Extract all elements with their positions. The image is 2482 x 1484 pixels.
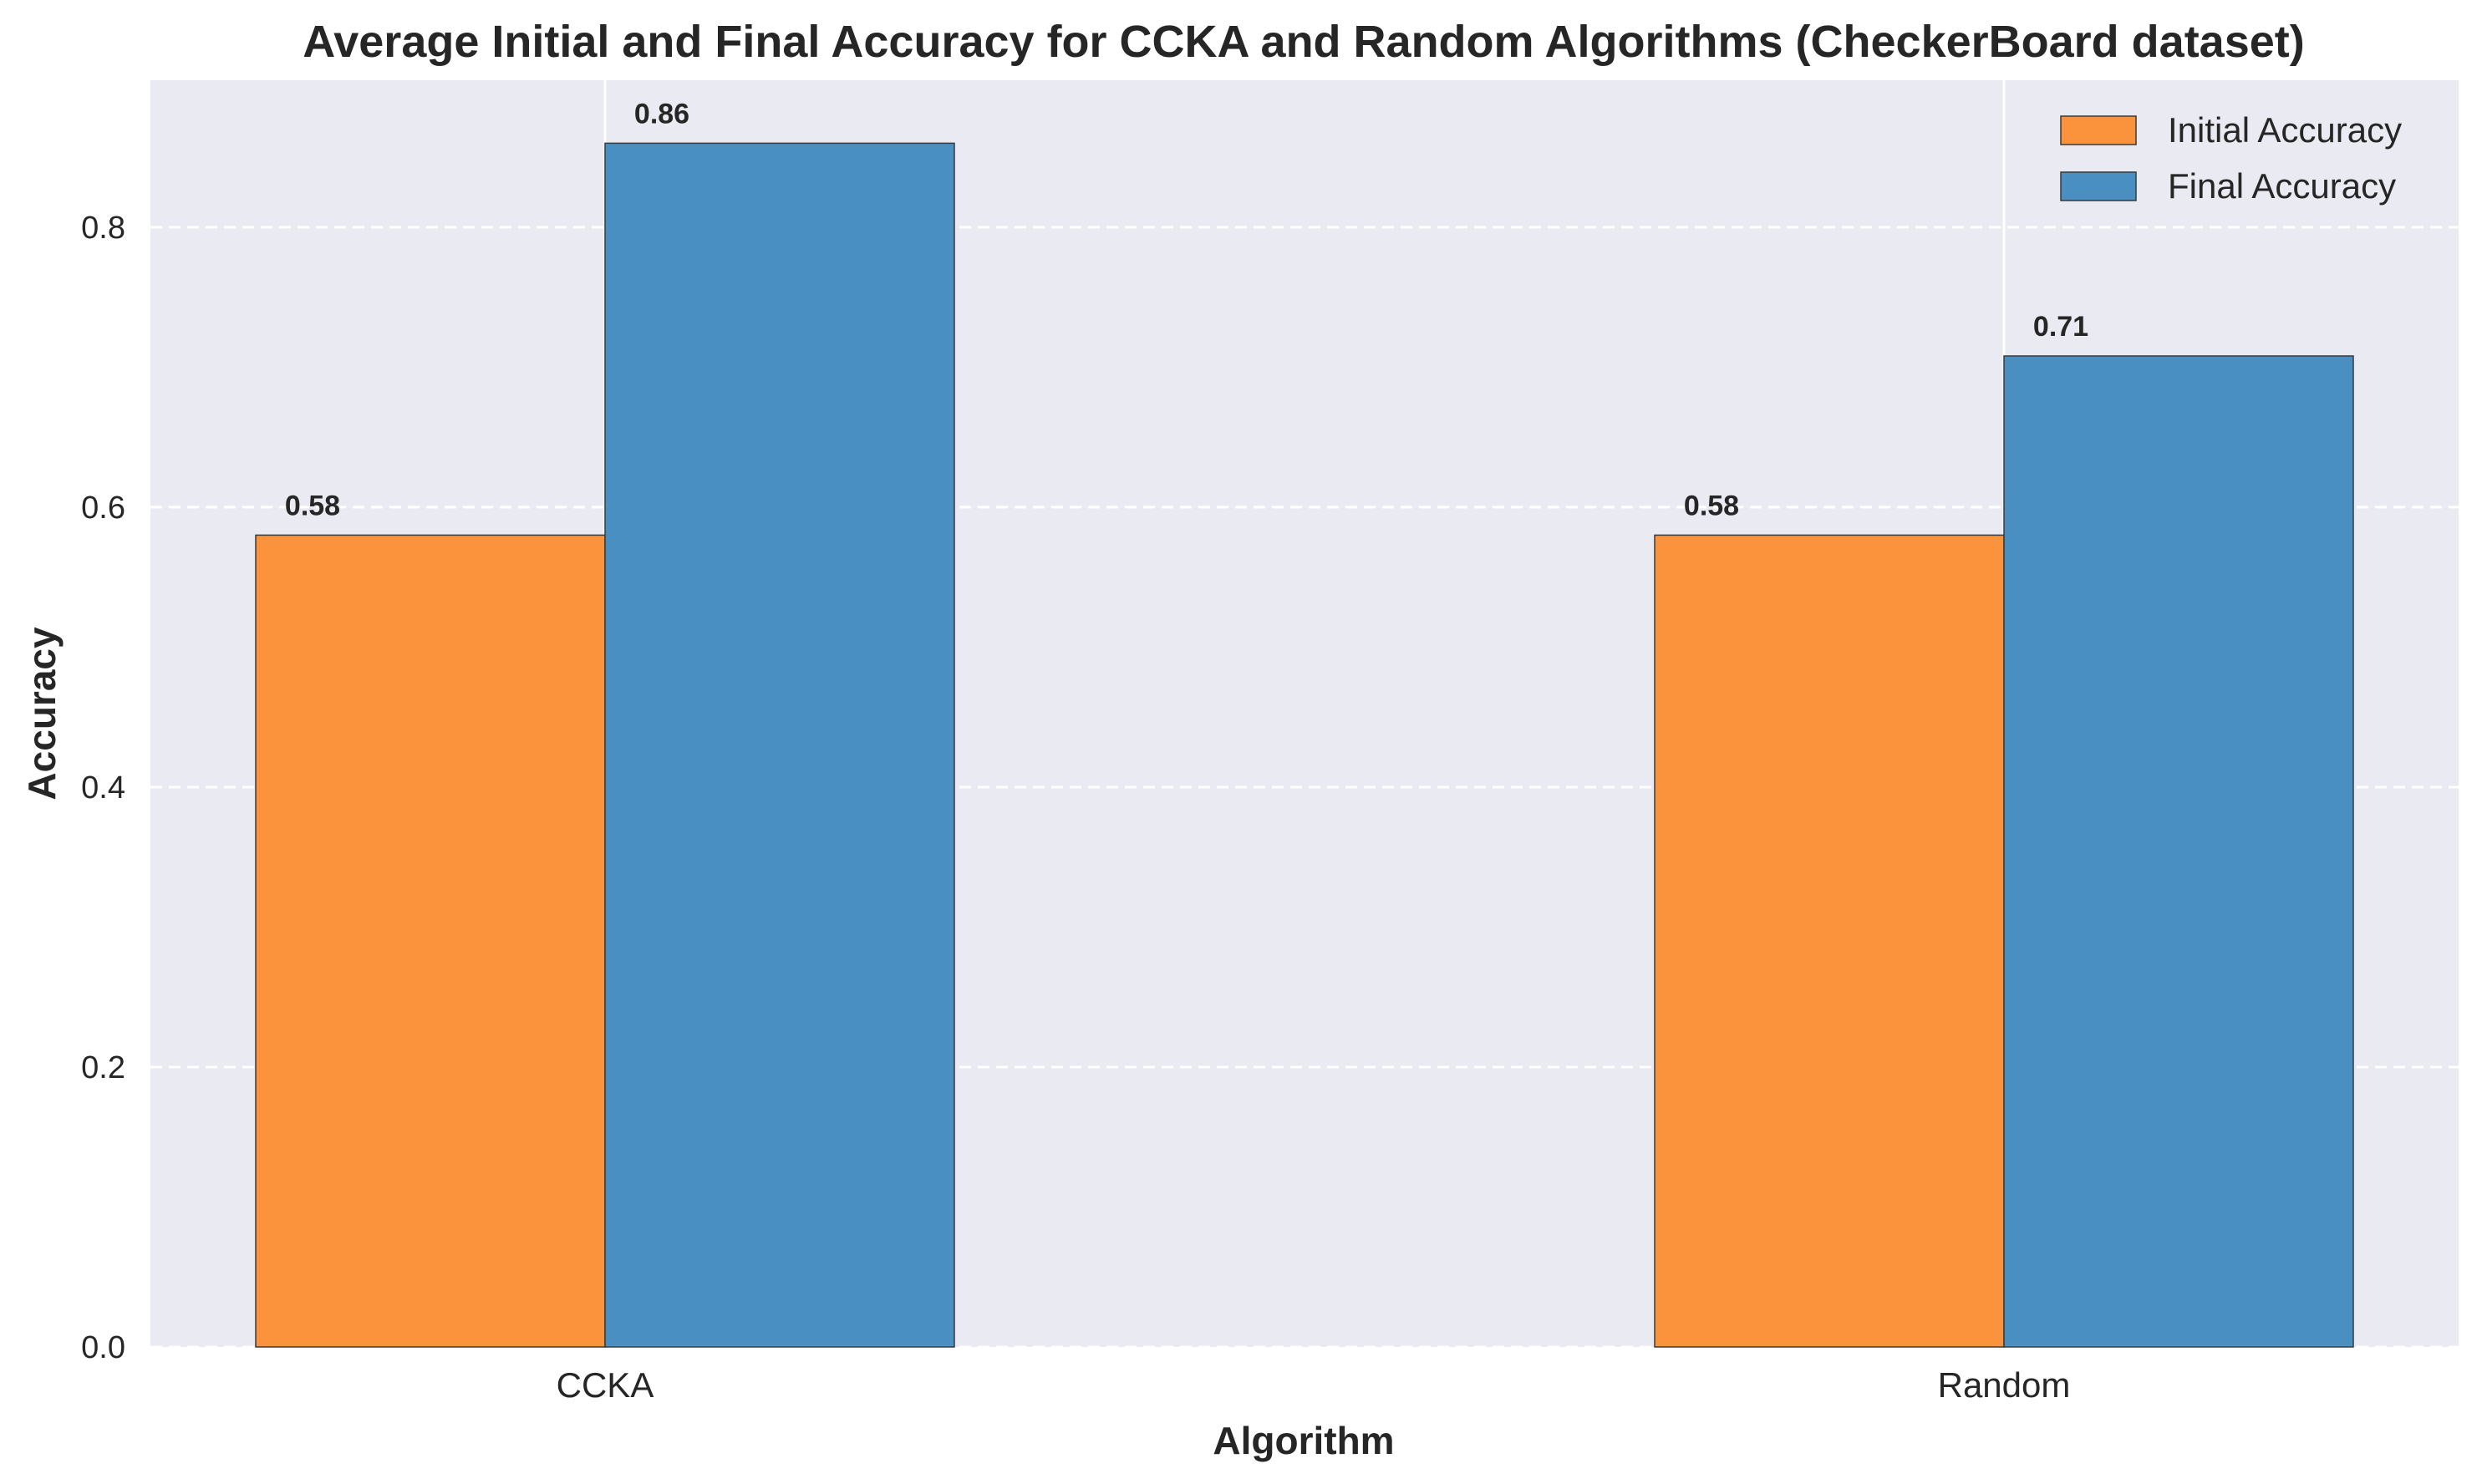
bar-ccka-initial-accuracy — [255, 534, 606, 1348]
y-tick-label: 0.6 — [81, 490, 125, 526]
y-tick-label: 0.0 — [81, 1330, 125, 1365]
data-label-random-initial-accuracy: 0.58 — [1684, 490, 1739, 521]
x-tick-label-random: Random — [1938, 1365, 2071, 1405]
x-axis-ticks: CCKA Random — [557, 1365, 2071, 1405]
y-tick-label: 0.8 — [81, 211, 125, 246]
legend-box — [2042, 102, 2452, 216]
data-label-ccka-initial-accuracy: 0.58 — [285, 490, 340, 521]
data-label-ccka-final-accuracy: 0.86 — [634, 98, 689, 130]
y-axis-label: Accuracy — [20, 627, 64, 800]
data-label-random-final-accuracy: 0.71 — [2033, 311, 2088, 343]
x-tick-label-ccka: CCKA — [557, 1365, 654, 1405]
legend-label-final-accuracy: Final Accuracy — [2168, 166, 2396, 206]
legend: Initial Accuracy Final Accuracy — [2042, 102, 2452, 216]
bar-random-initial-accuracy — [1654, 534, 2005, 1348]
y-tick-label: 0.2 — [81, 1050, 125, 1085]
bars — [255, 142, 2354, 1348]
chart-title: Average Initial and Final Accuracy for C… — [303, 17, 2305, 67]
legend-swatch-initial-accuracy — [2060, 115, 2137, 145]
legend-swatch-final-accuracy — [2060, 171, 2137, 201]
bar-ccka-final-accuracy — [604, 142, 955, 1348]
y-tick-label: 0.4 — [81, 770, 125, 806]
x-axis-label: Algorithm — [1213, 1419, 1394, 1462]
bar-random-final-accuracy — [2003, 355, 2354, 1348]
y-axis-ticks: 0.0 0.2 0.4 0.6 0.8 — [81, 211, 125, 1365]
data-labels: 0.58 0.58 0.86 0.71 — [285, 98, 2088, 521]
legend-label-initial-accuracy: Initial Accuracy — [2168, 110, 2402, 150]
